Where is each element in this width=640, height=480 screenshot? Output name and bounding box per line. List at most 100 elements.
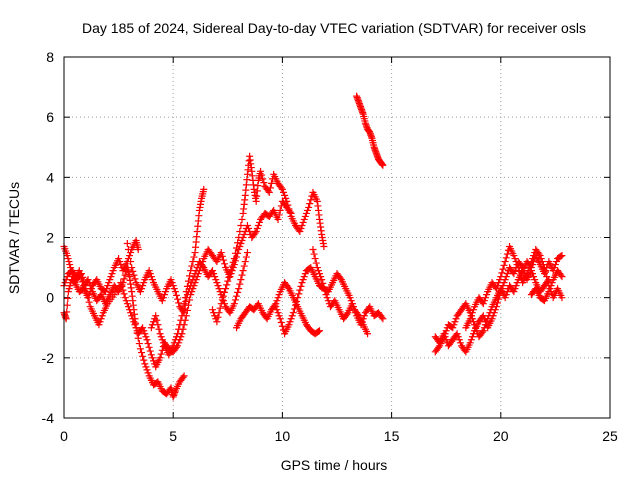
data-point <box>190 273 198 281</box>
data-point <box>183 282 191 290</box>
data-point <box>279 188 287 196</box>
data-point <box>316 270 324 278</box>
data-point <box>103 285 111 293</box>
data-point <box>144 340 152 348</box>
data-point <box>213 318 221 326</box>
data-point <box>265 188 273 196</box>
data-point <box>320 283 328 291</box>
data-point <box>138 285 146 293</box>
data-point <box>82 285 90 293</box>
data-point <box>169 282 177 290</box>
data-point <box>63 273 71 281</box>
data-point <box>503 288 511 296</box>
data-point <box>296 286 304 294</box>
data-point <box>64 294 72 302</box>
data-point <box>511 255 519 263</box>
x-tick-label: 10 <box>275 428 291 444</box>
data-point <box>293 297 301 305</box>
data-point <box>106 276 114 284</box>
data-point <box>147 351 155 359</box>
series-sat-h <box>272 264 372 338</box>
data-point <box>454 333 462 341</box>
data-point <box>500 261 508 269</box>
data-point <box>177 316 185 324</box>
series-sat-l <box>431 252 566 356</box>
x-tick-label: 0 <box>60 428 68 444</box>
data-point <box>501 258 509 266</box>
data-point <box>132 324 140 332</box>
data-point <box>169 342 177 350</box>
data-point <box>116 258 124 266</box>
data-point <box>349 303 357 311</box>
data-point <box>550 264 558 272</box>
data-point <box>233 244 241 252</box>
data-point <box>96 318 104 326</box>
data-point <box>84 276 92 284</box>
data-point <box>322 291 330 299</box>
data-point <box>109 267 117 275</box>
data-point <box>136 345 144 353</box>
data-point <box>141 330 149 338</box>
data-point <box>236 227 244 235</box>
data-point <box>470 306 477 314</box>
data-point <box>187 282 195 290</box>
data-point <box>539 261 547 269</box>
data-point <box>296 227 304 235</box>
data-point <box>79 273 87 281</box>
data-point <box>528 255 536 263</box>
data-point <box>219 256 227 264</box>
data-point <box>147 324 155 332</box>
data-point <box>277 184 285 192</box>
data-point <box>558 273 566 281</box>
data-point <box>123 240 131 248</box>
data-point <box>85 279 93 287</box>
data-point <box>510 288 518 296</box>
data-point <box>65 258 73 266</box>
data-point <box>472 324 480 332</box>
data-point <box>253 224 261 232</box>
data-point <box>140 327 148 335</box>
data-point <box>530 273 538 281</box>
data-point <box>441 330 449 338</box>
data-point <box>357 321 365 329</box>
data-point <box>252 227 260 235</box>
data-point <box>130 271 138 279</box>
data-point <box>478 328 486 336</box>
data-point <box>129 267 137 275</box>
data-point <box>311 255 319 263</box>
data-point <box>449 324 457 332</box>
data-point <box>275 291 283 299</box>
data-point <box>302 209 310 217</box>
data-point <box>496 276 504 284</box>
data-point <box>179 373 187 381</box>
data-point <box>171 288 179 296</box>
data-point <box>497 273 505 281</box>
data-point <box>468 309 476 317</box>
data-point <box>170 339 178 347</box>
data-point <box>292 301 300 309</box>
data-point <box>485 312 493 320</box>
data-point <box>139 324 147 332</box>
data-point <box>215 309 223 317</box>
data-point <box>482 294 490 302</box>
x-tick-label: 20 <box>493 428 509 444</box>
data-point <box>243 221 251 229</box>
data-point <box>255 218 263 226</box>
data-point <box>535 250 543 258</box>
data-point <box>479 300 487 308</box>
data-point <box>231 296 239 304</box>
data-point <box>301 212 309 220</box>
data-point <box>530 252 538 260</box>
data-point <box>360 312 368 320</box>
data-point <box>467 312 475 320</box>
data-point <box>301 270 309 278</box>
data-point <box>313 264 321 272</box>
data-point <box>451 318 459 326</box>
data-point <box>466 339 474 347</box>
data-point <box>126 252 134 260</box>
data-point <box>140 279 148 287</box>
data-point <box>498 269 506 277</box>
data-point <box>140 356 148 364</box>
data-point <box>176 321 184 329</box>
data-point <box>482 321 490 329</box>
